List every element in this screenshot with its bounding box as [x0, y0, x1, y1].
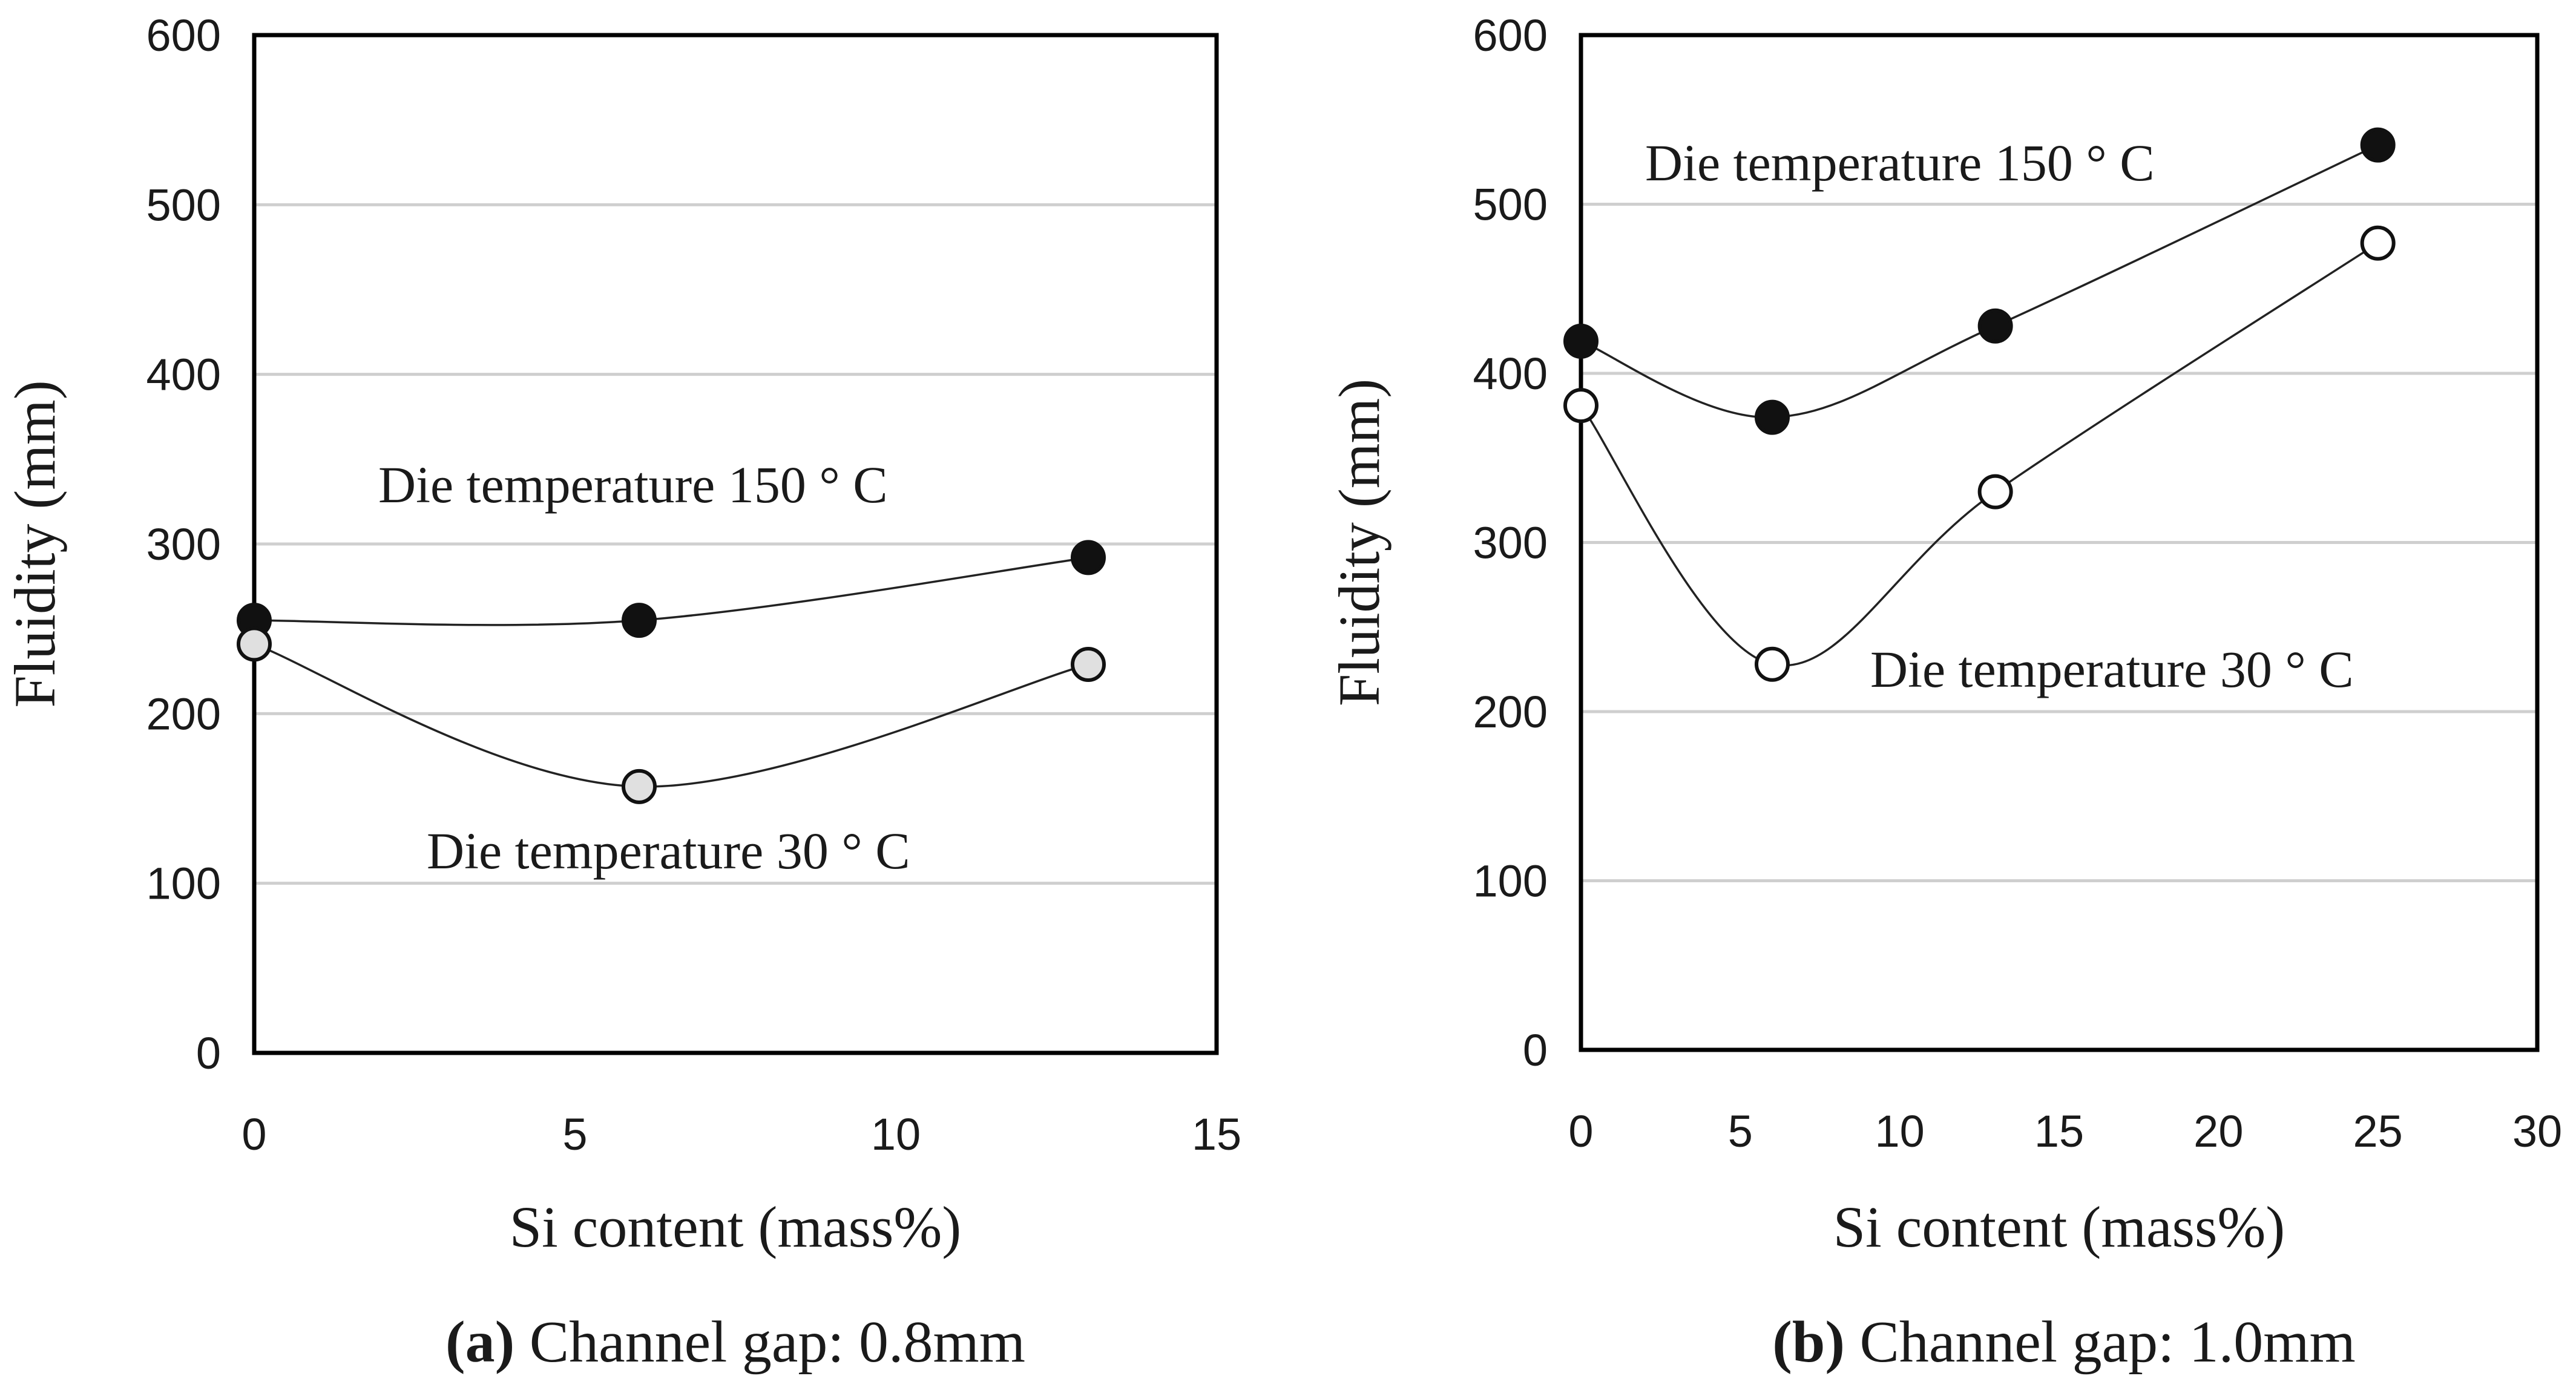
data-point-b-s0-0	[1563, 323, 1598, 359]
x-axis-label-a: Si content (mass%)	[510, 1194, 962, 1259]
y-tick-label-a-3: 300	[146, 519, 221, 569]
data-point-b-s1-3	[2360, 225, 2396, 261]
x-tick-label-a-3: 15	[1192, 1109, 1241, 1159]
y-tick-label-b-0: 0	[1523, 1025, 1548, 1075]
x-axis-label-b: Si content (mass%)	[1833, 1194, 2285, 1259]
y-tick-label-a-1: 100	[146, 859, 221, 909]
data-point-a-s0-1	[622, 603, 657, 638]
y-tick-label-b-1: 100	[1473, 856, 1548, 906]
y-tick-label-a-5: 500	[146, 180, 221, 230]
caption-text-a: Channel gap: 0.8mm	[514, 1309, 1025, 1375]
panel-caption-b: (b) Channel gap: 1.0mm	[1772, 1309, 2356, 1375]
data-point-a-s0-2	[1071, 540, 1106, 575]
y-tick-label-b-6: 600	[1473, 10, 1548, 61]
data-point-b-s0-1	[1755, 399, 1790, 435]
series-annotation-a-0: Die temperature 150 ° C	[378, 456, 888, 514]
y-tick-label-b-4: 400	[1473, 349, 1548, 399]
y-tick-label-a-6: 600	[146, 10, 221, 61]
series-line-b-1	[1580, 242, 2379, 667]
series-annotation-b-0: Die temperature 150 ° C	[1645, 134, 2155, 192]
x-tick-label-a-2: 10	[871, 1109, 921, 1159]
y-tick-label-a-0: 0	[196, 1028, 221, 1078]
y-tick-label-a-2: 200	[146, 689, 221, 739]
x-tick-label-b-6: 30	[2512, 1106, 2562, 1156]
data-point-b-s1-0	[1563, 388, 1598, 424]
chart-panel-b: 0 100 200 300 400 500 600 0 5 10 15 20 25 30 Si conten…	[1327, 10, 2562, 1375]
x-tick-label-a-0: 0	[242, 1109, 266, 1159]
x-tick-label-b-0: 0	[1568, 1106, 1593, 1156]
data-point-a-s1-0	[237, 626, 272, 662]
x-tick-label-b-3: 15	[2034, 1106, 2084, 1156]
series-line-b-0	[1580, 144, 2379, 419]
y-axis-label-a: Fluidity (mm)	[2, 380, 67, 707]
plot-frame-a	[252, 33, 1219, 1055]
panel-caption-a: (a) Channel gap: 0.8mm	[445, 1309, 1025, 1375]
x-tick-label-b-5: 25	[2353, 1106, 2403, 1156]
data-point-a-s1-2	[1071, 647, 1106, 683]
plot-frame-b	[1579, 33, 2540, 1052]
data-point-b-s0-3	[2360, 127, 2396, 163]
y-tick-label-b-3: 300	[1473, 518, 1548, 568]
series-annotation-b-1: Die temperature 30 ° C	[1870, 640, 2354, 698]
x-tick-label-b-2: 10	[1875, 1106, 1925, 1156]
y-axis-label-b: Fluidity (mm)	[1327, 379, 1392, 706]
series-annotation-a-1: Die temperature 30 ° C	[427, 822, 910, 880]
y-tick-label-b-5: 500	[1473, 180, 1548, 230]
data-point-b-s1-2	[1977, 474, 2013, 510]
caption-tag-b: (b)	[1772, 1309, 1845, 1375]
data-point-b-s1-1	[1755, 646, 1790, 682]
x-tick-label-a-1: 5	[562, 1109, 587, 1159]
chart-panel-a: 0 100 200 300 400 500 600 0 5 10 15 Si content (mas…	[2, 10, 1241, 1375]
caption-tag-a: (a)	[445, 1309, 514, 1375]
data-point-a-s1-1	[622, 768, 657, 804]
y-tick-label-a-4: 400	[146, 350, 221, 400]
x-tick-label-b-1: 5	[1728, 1106, 1753, 1156]
y-tick-label-b-2: 200	[1473, 687, 1548, 737]
caption-text-b: Channel gap: 1.0mm	[1845, 1309, 2356, 1375]
data-point-b-s0-2	[1977, 308, 2013, 344]
x-tick-label-b-4: 20	[2193, 1106, 2243, 1156]
